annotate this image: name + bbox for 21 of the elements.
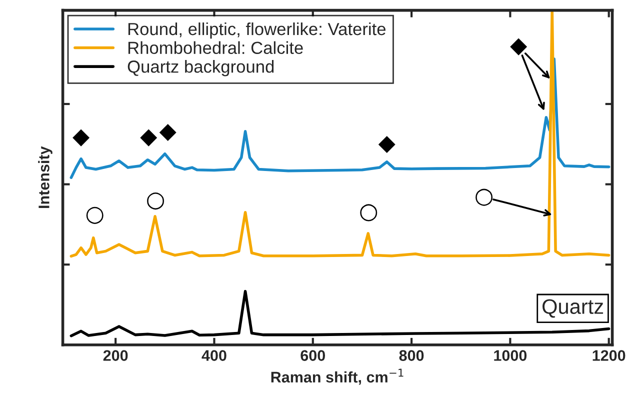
- annotation: ◆: [510, 38, 528, 56]
- x-tick-label: 600: [300, 350, 326, 361]
- annotation: ○: [86, 206, 104, 224]
- annotation: ◆: [72, 129, 90, 146]
- x-tick-label: 400: [202, 350, 226, 361]
- annotation: ◆: [159, 124, 176, 141]
- annotation: ○: [360, 204, 378, 222]
- annotation: ◆: [140, 129, 158, 146]
- annotation: ○: [476, 188, 493, 206]
- x-tick-label: 1000: [494, 350, 527, 361]
- x-tick-label: 200: [103, 350, 128, 361]
- x-tick-label: 800: [399, 350, 424, 361]
- legend-label: Rhombohedral: Calcite: [128, 41, 303, 54]
- annotation: Quartz: [542, 299, 604, 318]
- y-axis-title: Intensity: [38, 146, 52, 208]
- legend-label: Round, elliptic, flowerlike: Vaterite: [128, 22, 386, 39]
- x-tick-label: 1200: [592, 350, 626, 361]
- annotation: ◆: [378, 136, 396, 154]
- x-axis-title: Raman shift, cm$^{−1}$: [271, 368, 404, 385]
- legend-label: Quartz background: [128, 60, 274, 76]
- annotation: ○: [147, 192, 164, 210]
